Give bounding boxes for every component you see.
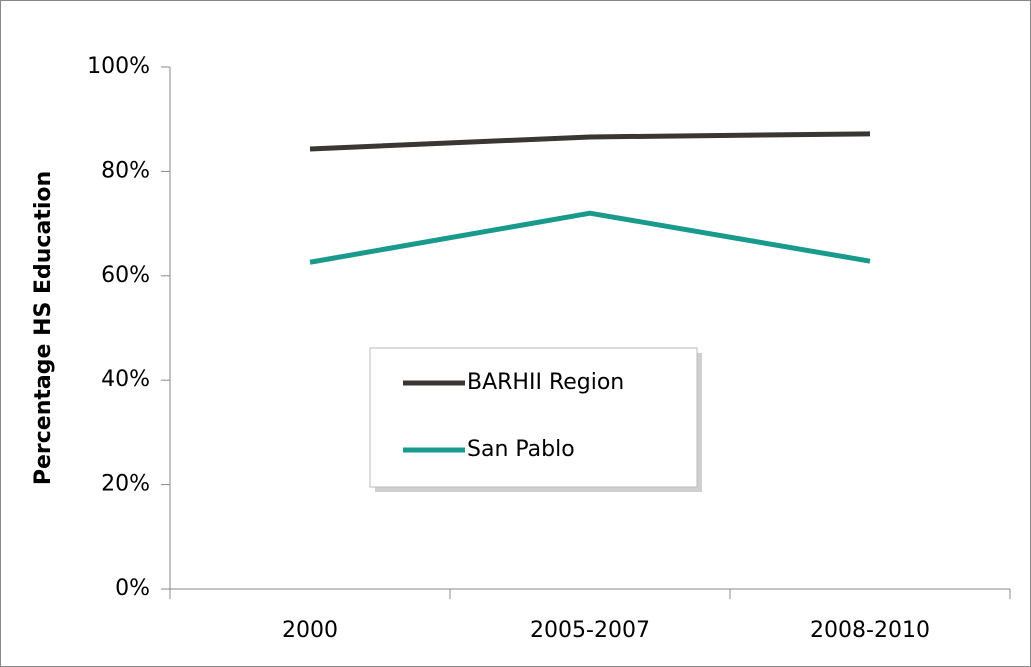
- legend-label: BARHII Region: [467, 370, 624, 395]
- y-tick-label: 40%: [101, 367, 150, 392]
- series-line: [309, 131, 871, 152]
- y-tick-label: 80%: [101, 158, 150, 183]
- y-axis-label: Percentage HS Education: [31, 171, 56, 485]
- y-tick-label: 20%: [101, 472, 150, 497]
- y-tick-label: 0%: [115, 576, 150, 601]
- x-tick-label: 2005-2007: [530, 618, 650, 643]
- y-tick-label: 60%: [101, 263, 150, 288]
- series-line: [309, 210, 871, 265]
- x-tick-label: 2008-2010: [810, 618, 930, 643]
- legend-box: [369, 347, 698, 488]
- y-tick-label: 100%: [87, 54, 150, 79]
- legend-label: San Pablo: [467, 437, 575, 462]
- x-tick-label: 2000: [282, 618, 338, 643]
